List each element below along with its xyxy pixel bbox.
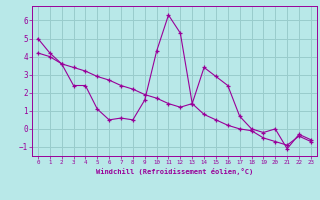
X-axis label: Windchill (Refroidissement éolien,°C): Windchill (Refroidissement éolien,°C) (96, 168, 253, 175)
